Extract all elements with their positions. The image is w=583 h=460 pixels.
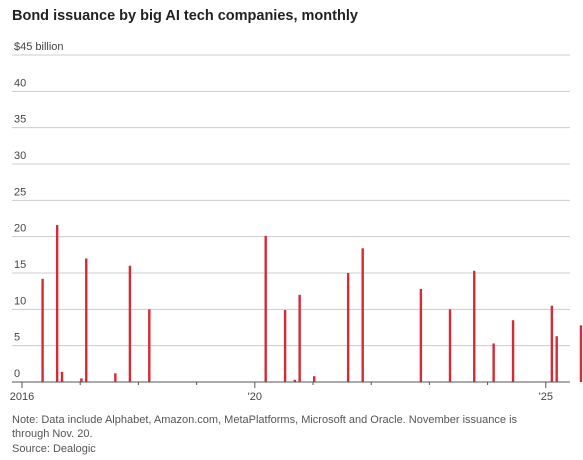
- bars: [41, 225, 583, 382]
- bar: [114, 373, 117, 382]
- bar-chart: $45 billion 40 35 30 25 20 15 10 5 0 2016 '20 '25: [10, 41, 583, 403]
- bar: [492, 343, 495, 382]
- bar: [448, 309, 452, 382]
- gridlines: [12, 54, 570, 347]
- tick-labels: $45 billion 40 35 30 25 20 15 10 5 0 2016 '20 '25: [10, 41, 553, 403]
- bar: [579, 325, 583, 382]
- y-tick-label: 40: [14, 77, 26, 89]
- bar: [419, 288, 423, 382]
- y-tick-label: 30: [14, 150, 26, 162]
- x-tick-label: 2016: [10, 391, 34, 403]
- bar: [264, 235, 267, 382]
- chart-source: Source: Dealogic: [12, 443, 96, 455]
- chart-note: Note: Data include Alphabet, Amazon.com,…: [12, 414, 518, 440]
- x-axis: [12, 381, 570, 388]
- y-tick-label: $45 billion: [14, 41, 64, 53]
- bar: [473, 270, 476, 382]
- bar: [80, 378, 83, 382]
- bar: [361, 248, 364, 382]
- y-tick-label: 0: [14, 368, 20, 380]
- y-tick-label: 15: [14, 259, 26, 271]
- bar: [148, 309, 151, 382]
- chart-title: Bond issuance by big AI tech companies, …: [12, 8, 358, 24]
- bar: [55, 225, 59, 382]
- x-tick-label: '25: [539, 391, 553, 403]
- bar: [346, 273, 350, 382]
- x-tick-label: '20: [248, 391, 262, 403]
- bar: [298, 294, 301, 382]
- y-tick-label: 25: [14, 186, 26, 198]
- bar: [550, 305, 554, 382]
- bar: [293, 379, 296, 382]
- bar: [283, 310, 287, 382]
- bar: [60, 371, 64, 382]
- bar: [85, 258, 88, 382]
- y-tick-label: 10: [14, 295, 26, 307]
- y-tick-label: 20: [14, 223, 26, 235]
- y-tick-label: 35: [14, 114, 26, 126]
- y-tick-label: 5: [14, 332, 20, 344]
- bar: [511, 320, 515, 382]
- bar: [128, 265, 132, 382]
- bar: [313, 376, 316, 382]
- bar: [41, 278, 44, 382]
- bar: [555, 336, 558, 382]
